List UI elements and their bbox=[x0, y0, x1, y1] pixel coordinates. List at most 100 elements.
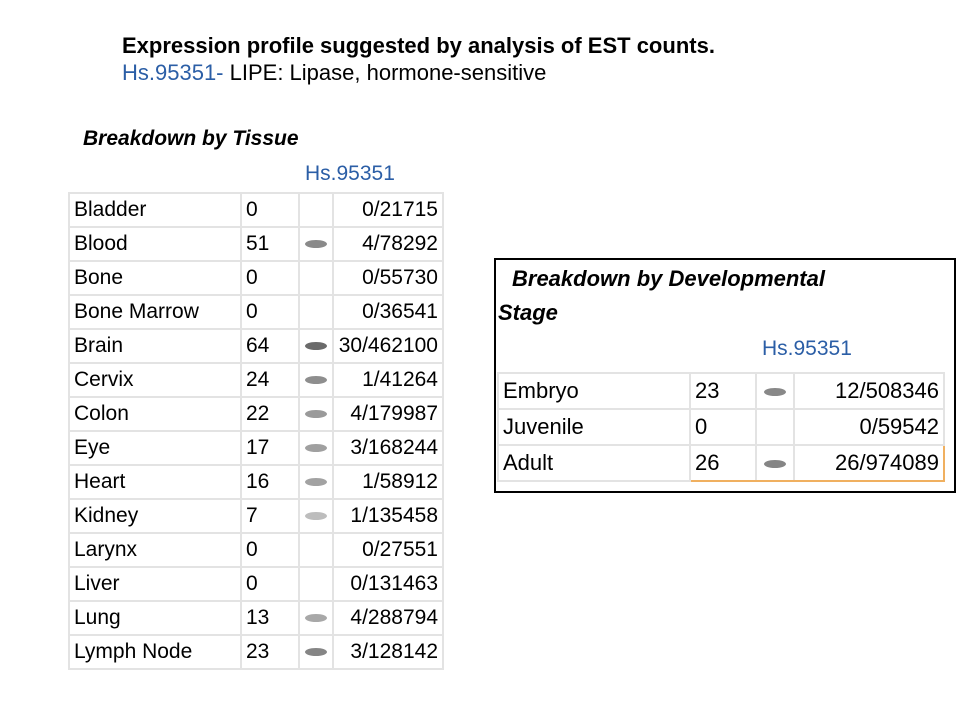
tissue-ratio-cell: 0/21715 bbox=[332, 192, 444, 228]
expression-level-dot-icon bbox=[764, 460, 786, 469]
stage-ratio-cell: 26/974089 bbox=[793, 444, 945, 482]
tissue-tpm-cell: 0 bbox=[240, 294, 300, 330]
stage-expression-dot bbox=[756, 372, 794, 410]
tissue-tpm-cell: 17 bbox=[240, 430, 300, 466]
stage-section-heading: Breakdown by Developmental Stage bbox=[498, 262, 938, 330]
stage-name-cell: Juvenile bbox=[497, 408, 691, 446]
tissue-tpm-cell: 0 bbox=[240, 532, 300, 568]
tissue-row: Liver 0 0/131463 bbox=[68, 566, 444, 602]
tissue-tpm-cell: 24 bbox=[240, 362, 300, 398]
expression-level-dot-icon bbox=[305, 512, 327, 521]
tissue-ratio-cell: 0/36541 bbox=[332, 294, 444, 330]
tissue-ratio-cell: 3/128142 bbox=[332, 634, 444, 670]
tissue-row: Eye 17 3/168244 bbox=[68, 430, 444, 466]
stage-expression-dot bbox=[756, 408, 794, 446]
stage-row: Embryo 23 12/508346 bbox=[497, 372, 945, 410]
tissue-table: Bladder 0 0/21715 Blood 51 4/78292 Bone 0 0/5573… bbox=[68, 192, 444, 670]
tissue-tpm-cell: 0 bbox=[240, 260, 300, 296]
stage-heading-line2: Stage bbox=[498, 300, 558, 325]
stage-name-cell: Embryo bbox=[497, 372, 691, 410]
stage-tpm-cell: 0 bbox=[689, 408, 757, 446]
tissue-expression-dot bbox=[299, 226, 333, 262]
tissue-tpm-cell: 22 bbox=[240, 396, 300, 432]
tissue-row: Brain 64 30/462100 bbox=[68, 328, 444, 364]
tissue-expression-dot bbox=[299, 566, 333, 602]
gene-subtitle: Hs.95351- LIPE: Lipase, hormone-sensitiv… bbox=[122, 60, 715, 86]
tissue-ratio-cell: 0/27551 bbox=[332, 532, 444, 568]
tissue-tpm-cell: 64 bbox=[240, 328, 300, 364]
stage-name-cell: Adult bbox=[497, 444, 691, 482]
tissue-expression-dot bbox=[299, 600, 333, 636]
tissue-expression-dot bbox=[299, 498, 333, 534]
tissue-name-cell: Cervix bbox=[68, 362, 242, 398]
tissue-ratio-cell: 0/55730 bbox=[332, 260, 444, 296]
tissue-name-cell: Kidney bbox=[68, 498, 242, 534]
tissue-expression-dot bbox=[299, 430, 333, 466]
tissue-name-cell: Brain bbox=[68, 328, 242, 364]
expression-level-dot-icon bbox=[305, 376, 327, 385]
tissue-ratio-cell: 0/131463 bbox=[332, 566, 444, 602]
tissue-tpm-cell: 23 bbox=[240, 634, 300, 670]
developmental-stage-panel: Breakdown by Developmental Stage Hs.9535… bbox=[494, 258, 956, 493]
expression-level-dot-icon bbox=[305, 648, 327, 657]
page-header: Expression profile suggested by analysis… bbox=[122, 32, 715, 86]
tissue-column-header[interactable]: Hs.95351 bbox=[305, 162, 395, 185]
stage-heading-line1: Breakdown by Developmental bbox=[512, 266, 825, 291]
tissue-tpm-cell: 13 bbox=[240, 600, 300, 636]
tissue-section-heading: Breakdown by Tissue bbox=[83, 127, 299, 150]
tissue-tpm-cell: 7 bbox=[240, 498, 300, 534]
tissue-name-cell: Lung bbox=[68, 600, 242, 636]
stage-tpm-cell: 23 bbox=[689, 372, 757, 410]
stage-tpm-cell: 26 bbox=[689, 444, 757, 482]
tissue-ratio-cell: 1/41264 bbox=[332, 362, 444, 398]
tissue-name-cell: Liver bbox=[68, 566, 242, 602]
tissue-row: Lung 13 4/288794 bbox=[68, 600, 444, 636]
tissue-row: Kidney 7 1/135458 bbox=[68, 498, 444, 534]
expression-level-dot-icon bbox=[305, 444, 327, 453]
tissue-name-cell: Larynx bbox=[68, 532, 242, 568]
tissue-row: Bone 0 0/55730 bbox=[68, 260, 444, 296]
stage-row: Juvenile 0 0/59542 bbox=[497, 408, 945, 446]
tissue-name-cell: Heart bbox=[68, 464, 242, 500]
tissue-expression-dot bbox=[299, 294, 333, 330]
tissue-expression-dot bbox=[299, 396, 333, 432]
tissue-row: Larynx 0 0/27551 bbox=[68, 532, 444, 568]
tissue-tpm-cell: 16 bbox=[240, 464, 300, 500]
tissue-name-cell: Lymph Node bbox=[68, 634, 242, 670]
tissue-ratio-cell: 3/168244 bbox=[332, 430, 444, 466]
tissue-ratio-cell: 30/462100 bbox=[332, 328, 444, 364]
tissue-ratio-cell: 1/58912 bbox=[332, 464, 444, 500]
tissue-ratio-cell: 4/179987 bbox=[332, 396, 444, 432]
stage-column-header[interactable]: Hs.95351 bbox=[762, 337, 852, 360]
tissue-ratio-cell: 4/78292 bbox=[332, 226, 444, 262]
tissue-expression-dot bbox=[299, 328, 333, 364]
stage-ratio-cell: 0/59542 bbox=[793, 408, 945, 446]
stage-row: Adult 26 26/974089 bbox=[497, 444, 945, 482]
tissue-ratio-cell: 1/135458 bbox=[332, 498, 444, 534]
tissue-row: Cervix 24 1/41264 bbox=[68, 362, 444, 398]
stage-ratio-cell: 12/508346 bbox=[793, 372, 945, 410]
tissue-row: Bladder 0 0/21715 bbox=[68, 192, 444, 228]
expression-level-dot-icon bbox=[305, 240, 327, 249]
expression-level-dot-icon bbox=[305, 410, 327, 419]
tissue-row: Bone Marrow 0 0/36541 bbox=[68, 294, 444, 330]
tissue-row: Heart 16 1/58912 bbox=[68, 464, 444, 500]
tissue-expression-dot bbox=[299, 464, 333, 500]
tissue-ratio-cell: 4/288794 bbox=[332, 600, 444, 636]
tissue-row: Blood 51 4/78292 bbox=[68, 226, 444, 262]
tissue-tpm-cell: 0 bbox=[240, 192, 300, 228]
stage-expression-dot bbox=[756, 444, 794, 482]
gene-description: LIPE: Lipase, hormone-sensitive bbox=[223, 60, 547, 85]
tissue-tpm-cell: 0 bbox=[240, 566, 300, 602]
stage-table: Embryo 23 12/508346 Juvenile 0 0/59542 Adult 26… bbox=[497, 372, 945, 482]
tissue-name-cell: Bladder bbox=[68, 192, 242, 228]
expression-level-dot-icon bbox=[305, 614, 327, 623]
expression-level-dot-icon bbox=[305, 478, 327, 487]
tissue-name-cell: Bone Marrow bbox=[68, 294, 242, 330]
tissue-expression-dot bbox=[299, 532, 333, 568]
tissue-name-cell: Blood bbox=[68, 226, 242, 262]
tissue-name-cell: Eye bbox=[68, 430, 242, 466]
gene-id-link[interactable]: Hs.95351- bbox=[122, 60, 224, 85]
tissue-name-cell: Bone bbox=[68, 260, 242, 296]
tissue-row: Lymph Node 23 3/128142 bbox=[68, 634, 444, 670]
